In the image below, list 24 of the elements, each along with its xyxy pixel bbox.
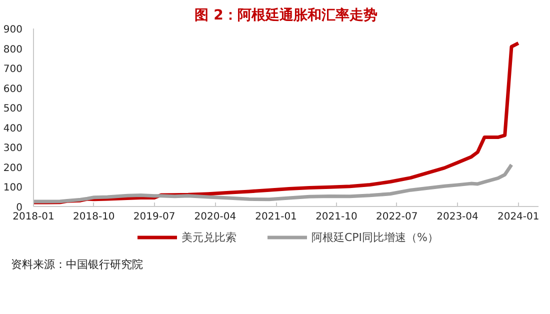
y-tick-label: 100 — [3, 182, 23, 194]
y-tick-label: 500 — [3, 104, 23, 115]
y-tick-label: 600 — [3, 84, 23, 95]
line-series — [34, 163, 514, 204]
x-tick-label: 2024-01 — [497, 212, 540, 222]
chart-title: 图 2：阿根廷通胀和汇率走势 — [194, 6, 378, 24]
y-tick-label: 900 — [3, 24, 23, 36]
x-tick-label: 2021-10 — [316, 212, 358, 222]
y-tick-label: 0 — [16, 202, 23, 214]
x-tick-label: 2022-07 — [376, 212, 418, 222]
x-tick-label: 2023-04 — [436, 212, 478, 222]
x-tick-label: 2021-01 — [255, 212, 297, 222]
text: 资料来源：中国银行研究院 — [11, 257, 143, 273]
x-tick-label: 2018-01 — [12, 212, 54, 222]
y-tick-label: 200 — [3, 162, 23, 174]
y-tick-label: 300 — [3, 143, 23, 154]
y-tick-label: 700 — [3, 64, 23, 76]
x-tick-label: 2020-04 — [194, 212, 236, 222]
x-tick-label: 2019-07 — [133, 212, 176, 222]
x-tick-label: 2018-10 — [73, 212, 115, 222]
y-tick-label: 400 — [3, 123, 23, 134]
legend-label: 美元兑比索 — [181, 230, 236, 244]
legend-label: 阿根廷CPI同比增速（%） — [311, 230, 439, 244]
y-tick-label: 800 — [3, 44, 23, 56]
